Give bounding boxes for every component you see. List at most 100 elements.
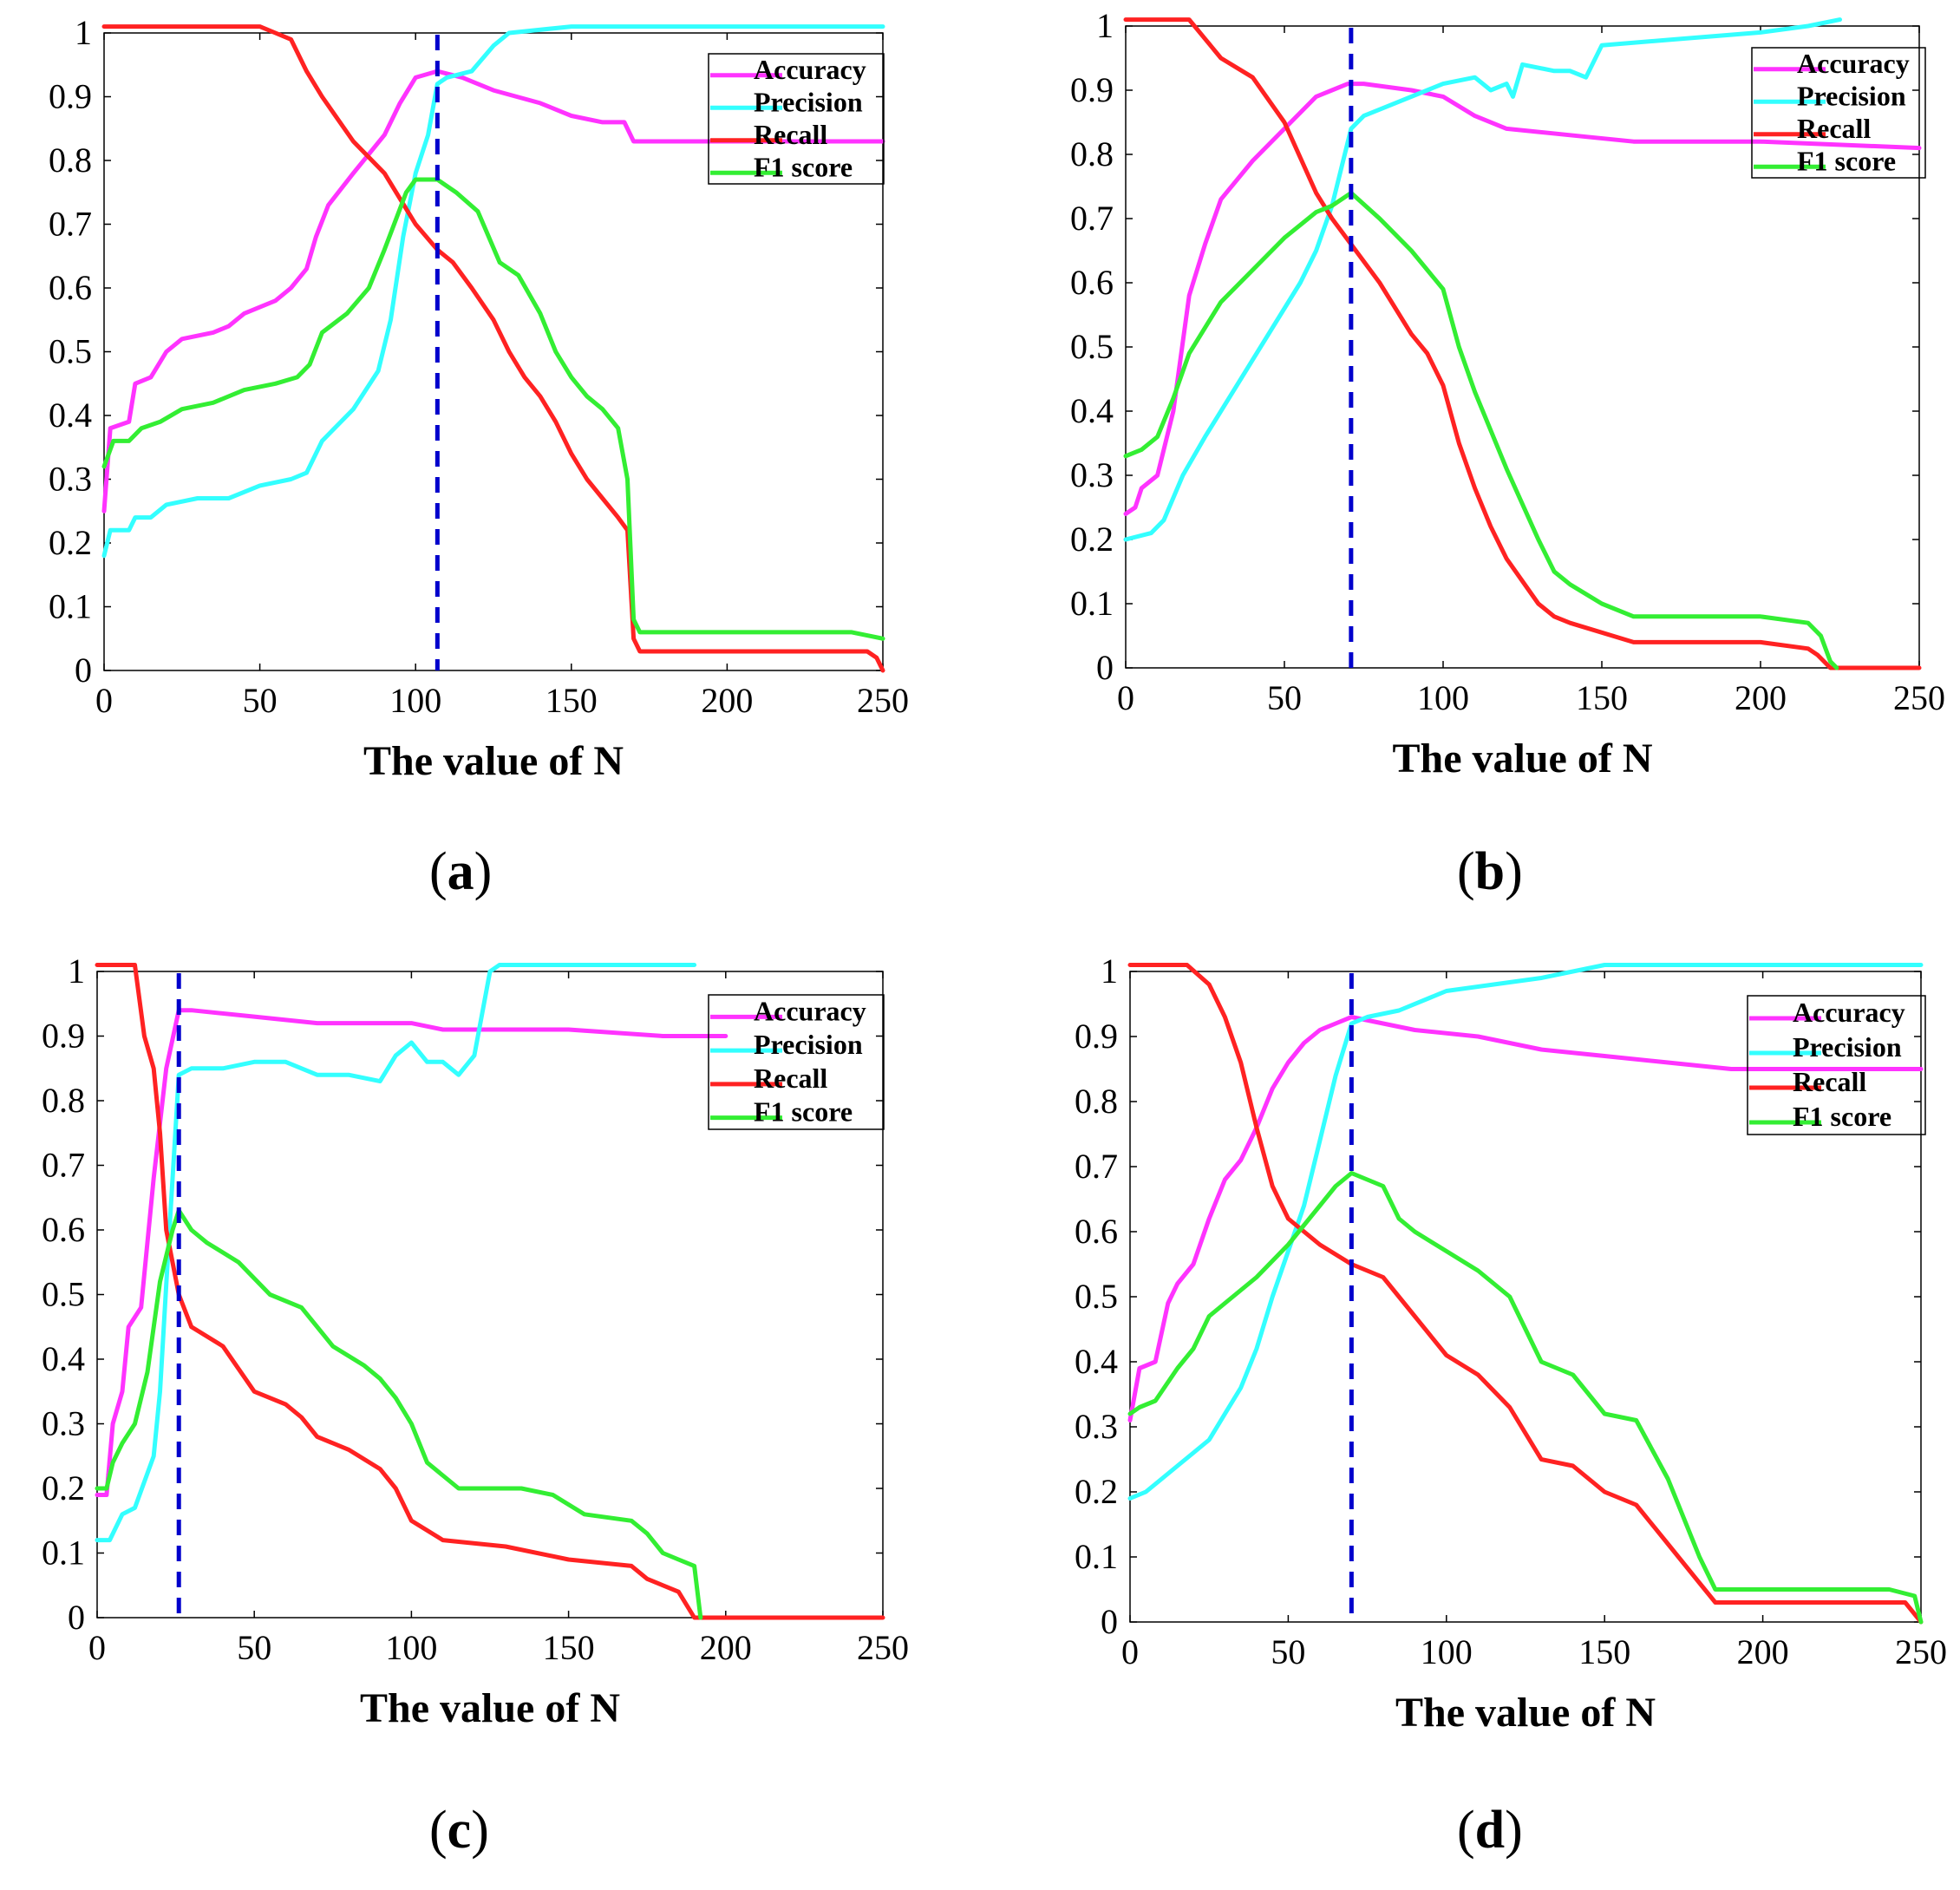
panel-label-c: (c) <box>429 1801 489 1860</box>
y-tick-label: 0.4 <box>1075 1342 1118 1381</box>
series-line-accuracy <box>1127 1015 1924 1422</box>
x-tick-label: 100 <box>389 681 441 720</box>
legend-label: Accuracy <box>754 995 866 1026</box>
y-tick-label: 0 <box>1101 1602 1118 1641</box>
x-axis-label: The value of N <box>1395 1690 1656 1736</box>
legend-label: F1 score <box>1797 145 1896 176</box>
x-tick-label: 50 <box>243 681 278 720</box>
series-line-f1-score <box>95 1208 703 1620</box>
legend-label: F1 score <box>754 151 853 182</box>
chart-panel-d: 0 0.1 0.2 0.3 0.4 0.5 0.6 0.7 0.8 0.9 1 0 50 100 150 20… <box>1075 952 1947 1736</box>
y-tick-label: 0.5 <box>49 332 92 371</box>
x-tick-label: 100 <box>385 1628 437 1667</box>
series-line-f1-score <box>1127 1171 1924 1625</box>
legend-label: Precision <box>754 86 863 117</box>
y-tick-label: 0.7 <box>49 205 92 244</box>
y-tick-label: 0.8 <box>42 1081 85 1120</box>
y-tick-label: 0 <box>1096 648 1114 687</box>
chart-panel-b: 0 0.1 0.2 0.3 0.4 0.5 0.6 0.7 0.8 0.9 1 0 50 100 150 20… <box>1070 6 1945 782</box>
y-tick-label: 0.8 <box>1075 1082 1118 1121</box>
panel-label-d: (d) <box>1457 1801 1523 1860</box>
x-tick-label: 100 <box>1421 1632 1473 1671</box>
y-tick-label: 0.6 <box>1070 263 1114 302</box>
series-line-recall <box>1127 963 1924 1625</box>
y-tick-label: 0.1 <box>49 587 92 626</box>
y-tick-label: 0.1 <box>1070 584 1114 623</box>
y-tick-label: 0.5 <box>1075 1277 1118 1316</box>
x-tick-label: 250 <box>857 1628 909 1667</box>
y-tick-label: 0.4 <box>49 396 92 435</box>
series-line-accuracy <box>1123 82 1922 516</box>
y-tick-label: 0.7 <box>1075 1147 1118 1186</box>
x-tick-label: 0 <box>1117 678 1134 717</box>
y-tick-label: 0.9 <box>42 1017 85 1056</box>
y-tick-label: 0.1 <box>1075 1537 1118 1576</box>
y-tick-label: 0.9 <box>1075 1017 1118 1056</box>
legend-label: Precision <box>754 1029 863 1060</box>
legend-label: Accuracy <box>1793 997 1905 1028</box>
x-tick-label: 250 <box>857 681 909 720</box>
y-tick-label: 0.3 <box>1075 1407 1118 1446</box>
x-tick-label: 50 <box>237 1628 271 1667</box>
x-tick-label: 200 <box>701 681 753 720</box>
y-tick-label: 0.4 <box>1070 391 1114 430</box>
y-tick-label: 0.2 <box>1075 1472 1118 1511</box>
x-tick-label: 150 <box>543 1628 595 1667</box>
legend-box <box>708 994 885 1130</box>
x-tick-label: 200 <box>1735 678 1787 717</box>
legend-box <box>1751 47 1926 179</box>
x-tick-label: 200 <box>1737 1632 1789 1671</box>
y-tick-label: 0.3 <box>1070 455 1114 494</box>
y-tick-label: 0.2 <box>1070 520 1114 559</box>
series-line-precision <box>1123 17 1842 542</box>
legend-label: Recall <box>754 119 827 150</box>
plot-area <box>1129 971 1922 1623</box>
x-tick-label: 50 <box>1267 678 1302 717</box>
x-tick-label: 0 <box>95 681 113 720</box>
y-tick-label: 1 <box>1101 952 1118 991</box>
x-tick-label: 50 <box>1271 1632 1305 1671</box>
series-line-accuracy <box>101 69 885 513</box>
y-tick-label: 0.9 <box>49 77 92 116</box>
legend-label: F1 score <box>1793 1101 1891 1132</box>
series-line-precision <box>1127 963 1924 1501</box>
series-line-f1-score <box>101 177 885 641</box>
y-tick-label: 0.3 <box>42 1404 85 1443</box>
chart-panel-a: 0 0.1 0.2 0.3 0.4 0.5 0.6 0.7 0.8 0.9 1 0 50 100 150 20… <box>49 13 909 784</box>
chart-panel-c: 0 0.1 0.2 0.3 0.4 0.5 0.6 0.7 0.8 0.9 1 0 50 100 150 20… <box>42 952 909 1731</box>
y-tick-label: 0.1 <box>42 1534 85 1573</box>
y-tick-label: 0.7 <box>1070 199 1114 238</box>
y-tick-label: 0.8 <box>49 141 92 180</box>
x-tick-label: 150 <box>1576 678 1628 717</box>
y-tick-label: 0.4 <box>42 1339 85 1378</box>
panel-label-a: (a) <box>429 842 493 901</box>
y-tick-label: 0.5 <box>42 1275 85 1314</box>
panel-label-b: (b) <box>1457 842 1523 901</box>
x-tick-label: 250 <box>1895 1632 1947 1671</box>
y-tick-label: 0.3 <box>49 460 92 499</box>
x-axis-label: The value of N <box>360 1685 620 1731</box>
y-tick-label: 0.5 <box>1070 327 1114 366</box>
y-tick-label: 1 <box>68 952 85 991</box>
x-tick-label: 250 <box>1893 678 1945 717</box>
y-tick-label: 0 <box>75 651 92 690</box>
y-tick-label: 0.6 <box>49 268 92 307</box>
series-line-recall <box>95 963 885 1620</box>
legend-box <box>1747 995 1926 1135</box>
y-tick-label: 0.8 <box>1070 134 1114 173</box>
y-tick-label: 0.6 <box>1075 1212 1118 1251</box>
x-axis-label: The value of N <box>1393 736 1653 782</box>
x-tick-label: 0 <box>88 1628 106 1667</box>
y-tick-label: 0.7 <box>42 1146 85 1185</box>
x-tick-label: 150 <box>1578 1632 1630 1671</box>
series-line-precision <box>95 963 697 1543</box>
y-tick-label: 0 <box>68 1598 85 1637</box>
y-tick-label: 0.9 <box>1070 70 1114 109</box>
series-line-precision <box>101 24 885 559</box>
legend-label: Recall <box>1797 113 1871 144</box>
x-tick-label: 100 <box>1417 678 1469 717</box>
y-tick-label: 0.2 <box>49 523 92 562</box>
legend-label: Accuracy <box>754 54 866 85</box>
legend-label: Recall <box>1793 1066 1866 1097</box>
